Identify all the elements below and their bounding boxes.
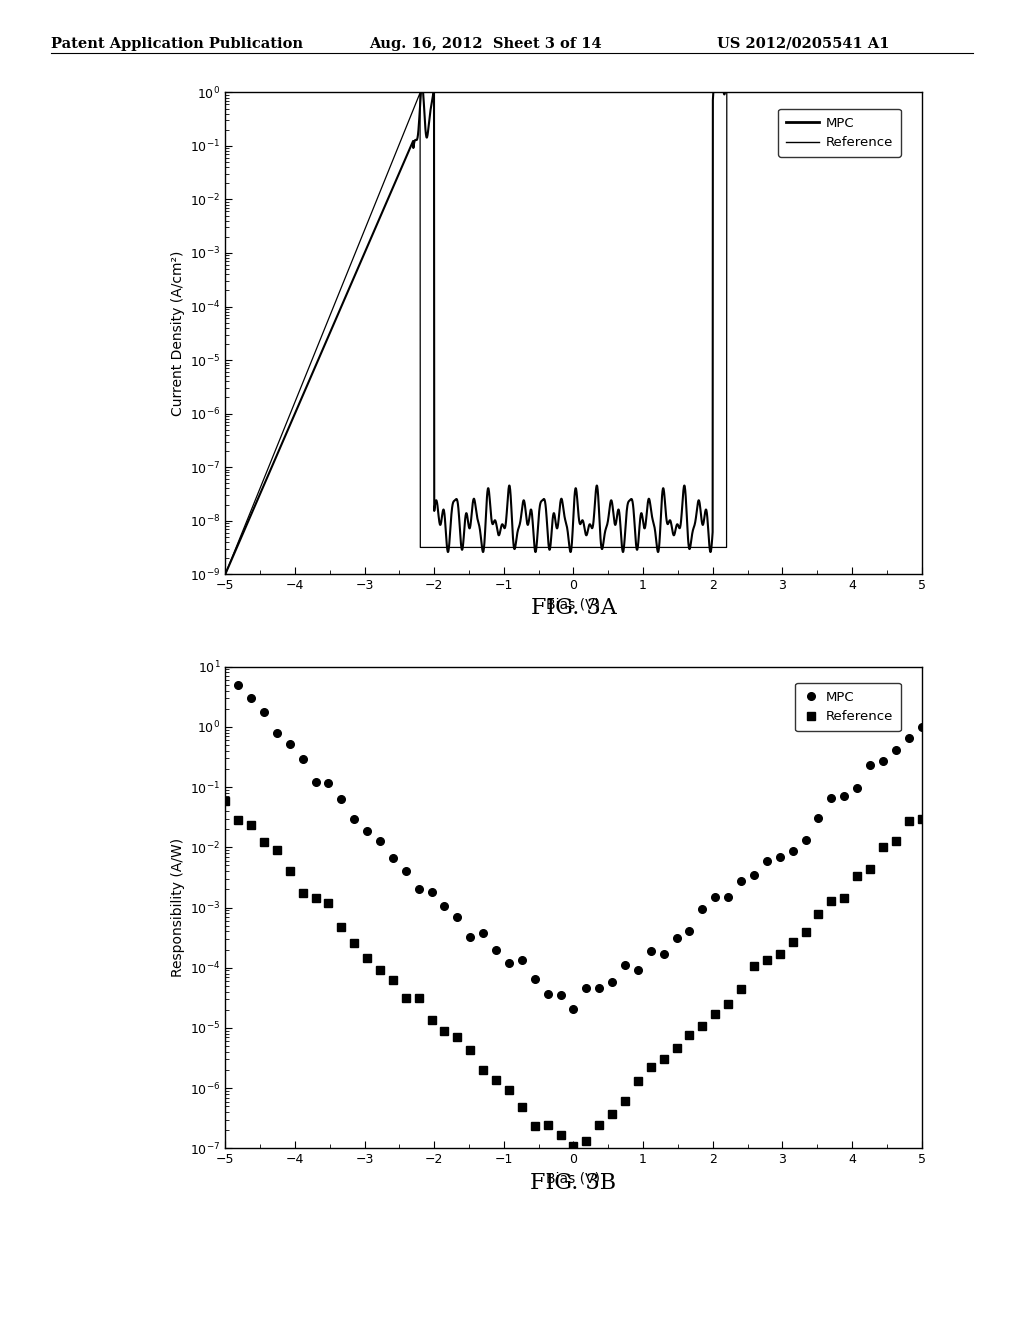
Reference: [567, 1138, 580, 1154]
Text: Patent Application Publication: Patent Application Publication: [51, 37, 303, 51]
MPC: [340, 288, 352, 304]
Legend: MPC, Reference: MPC, Reference: [778, 108, 901, 157]
Y-axis label: Responsibility (A/W): Responsibility (A/W): [171, 838, 184, 977]
Reference: [516, 540, 528, 556]
Line: Reference: Reference: [221, 797, 926, 1150]
MPC: [827, 79, 840, 95]
MPC: [516, 496, 528, 512]
Reference: [299, 370, 311, 385]
MPC: [387, 850, 399, 866]
MPC: [477, 925, 489, 941]
Y-axis label: Current Density (A/cm²): Current Density (A/cm²): [171, 251, 184, 416]
MPC: [567, 1001, 580, 1016]
Reference: [219, 793, 231, 809]
Line: MPC: MPC: [225, 87, 922, 574]
Reference: [348, 935, 360, 950]
MPC: [851, 780, 863, 796]
MPC: [486, 516, 499, 532]
MPC: [299, 383, 311, 399]
Reference: [902, 813, 914, 829]
MPC: [915, 719, 928, 735]
MPC: [297, 751, 309, 767]
Line: MPC: MPC: [221, 655, 926, 1012]
X-axis label: Bias (V): Bias (V): [547, 1172, 600, 1185]
MPC: [902, 730, 914, 746]
Reference: [851, 869, 863, 884]
Reference: [486, 540, 499, 556]
Legend: MPC, Reference: MPC, Reference: [796, 682, 901, 731]
Text: FIG. 3B: FIG. 3B: [530, 1172, 616, 1195]
MPC: [219, 651, 231, 667]
Text: Aug. 16, 2012  Sheet 3 of 14: Aug. 16, 2012 Sheet 3 of 14: [369, 37, 601, 51]
MPC: [219, 566, 231, 582]
Text: FIG. 3A: FIG. 3A: [530, 597, 616, 619]
Reference: [387, 973, 399, 989]
MPC: [348, 812, 360, 828]
Reference: [297, 884, 309, 900]
MPC: [915, 79, 928, 95]
Reference: [219, 566, 231, 582]
Reference: [477, 1063, 489, 1078]
Line: Reference: Reference: [225, 0, 922, 574]
X-axis label: Bias (V): Bias (V): [547, 598, 600, 611]
MPC: [416, 79, 428, 95]
MPC: [902, 79, 914, 95]
Reference: [915, 812, 928, 828]
Text: US 2012/0205541 A1: US 2012/0205541 A1: [717, 37, 889, 51]
Reference: [340, 268, 352, 284]
